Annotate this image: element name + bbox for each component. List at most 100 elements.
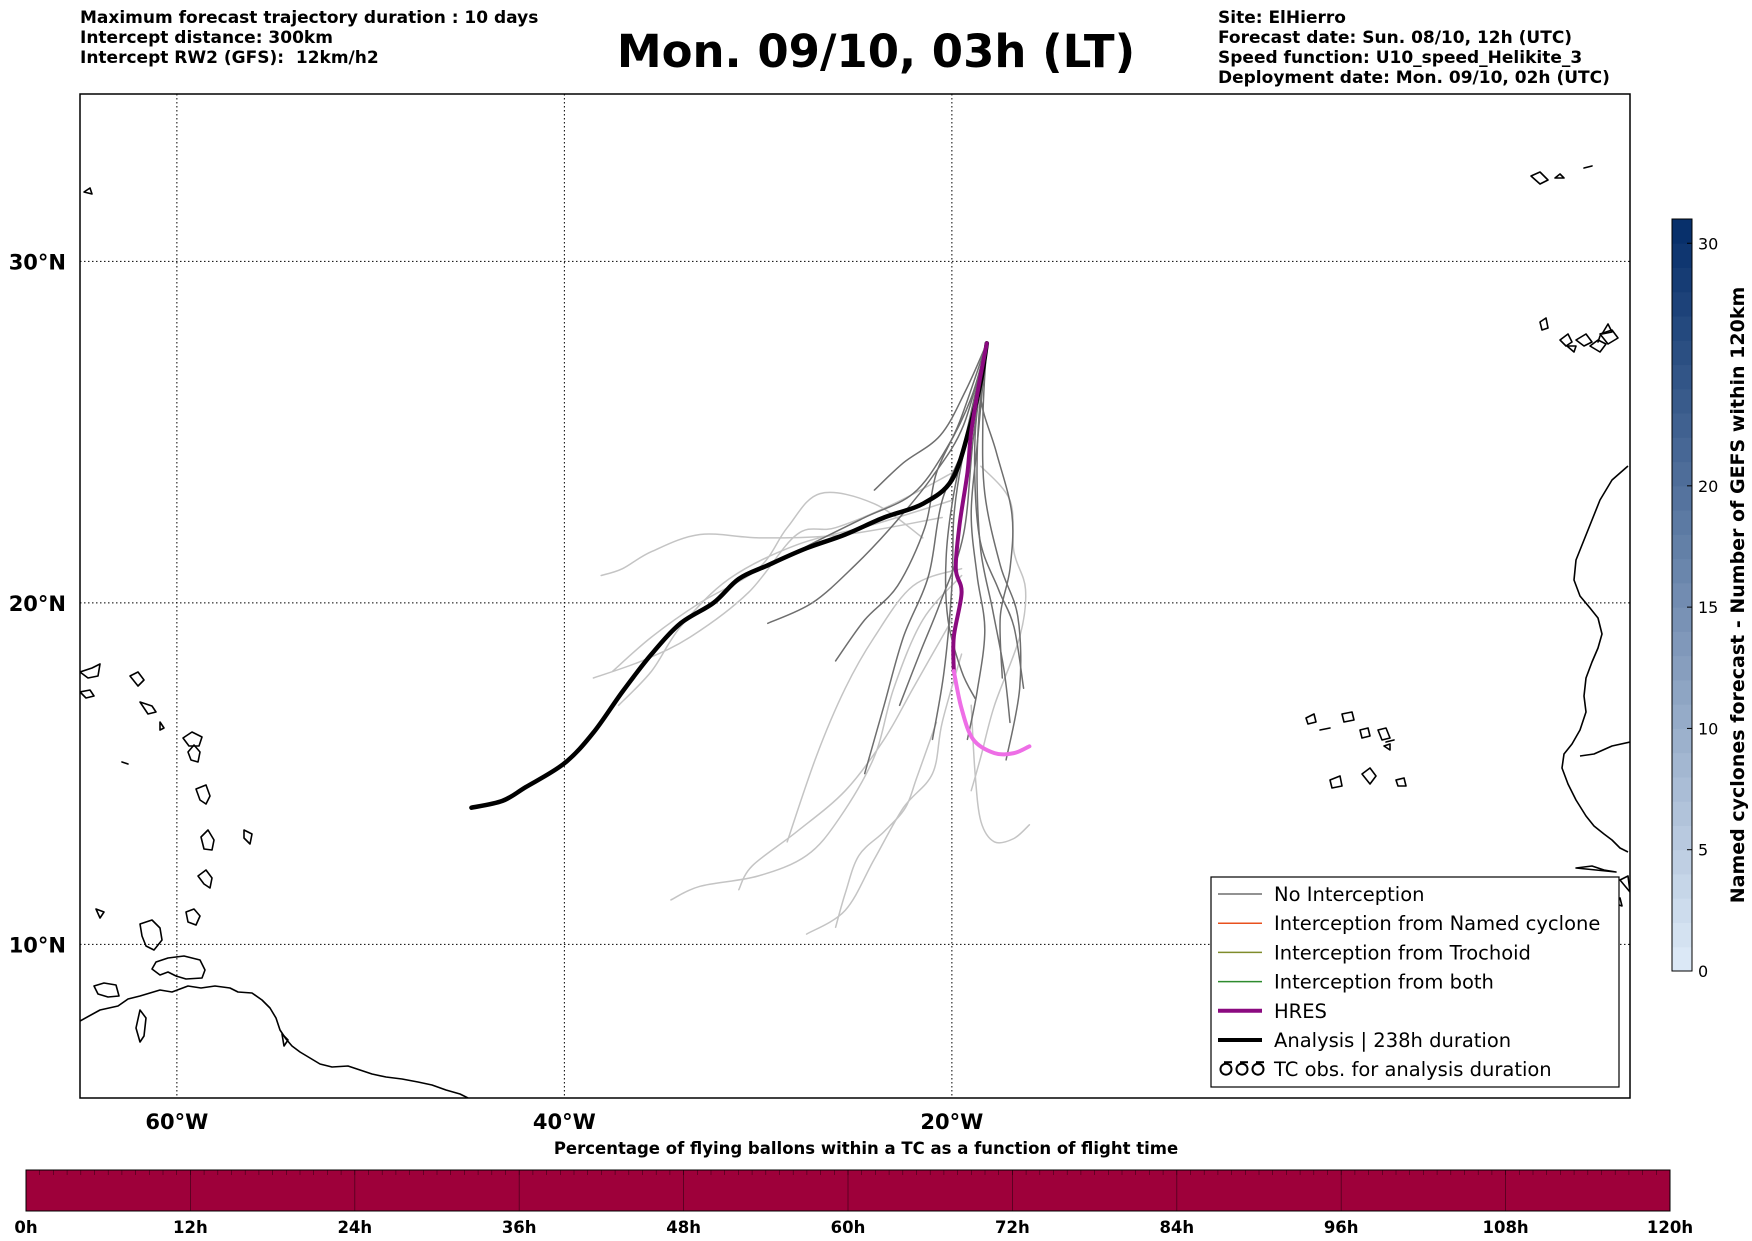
legend-label: Interception from Trochoid xyxy=(1274,941,1531,964)
colorbar-label: Named cyclones forecast - Number of GEFS… xyxy=(1727,287,1749,904)
faint-ensemble-track xyxy=(738,619,953,891)
colorbar-segment xyxy=(1672,607,1692,632)
header-left-info: Maximum forecast trajectory duration : 1… xyxy=(80,8,538,68)
colorbar-segment xyxy=(1672,873,1692,899)
percentage-bar-tick: 60h xyxy=(831,1218,866,1237)
no-interception-track xyxy=(767,342,988,625)
colorbar-segment xyxy=(1672,946,1692,972)
faint-ensemble-track xyxy=(600,516,943,577)
no-interception-track xyxy=(873,342,988,491)
lon-tick-label: 60°W xyxy=(145,1110,208,1134)
no-interception-track xyxy=(979,342,1014,679)
hres-track-late xyxy=(951,669,1032,757)
colorbar-segment xyxy=(1672,243,1692,269)
lon-tick-label: 20°W xyxy=(920,1110,983,1134)
no-interception-track xyxy=(944,342,988,700)
legend-label: HRES xyxy=(1274,1000,1327,1023)
legend-label: Interception from Named cyclone xyxy=(1274,912,1600,935)
percentage-bar-tick: 72h xyxy=(995,1218,1030,1237)
faint-ensemble-track xyxy=(805,653,963,935)
legend-label: Analysis | 238h duration xyxy=(1274,1029,1511,1052)
colorbar-segment xyxy=(1672,849,1692,875)
colorbar-segment xyxy=(1672,461,1692,487)
colorbar-segment xyxy=(1672,558,1692,584)
tc-symbol-icon xyxy=(1219,1061,1265,1076)
percentage-bar-tick: 0h xyxy=(14,1218,37,1237)
colorbar-segment xyxy=(1672,437,1692,463)
colorbar-segment xyxy=(1672,364,1692,390)
colorbar-tick-label: 10 xyxy=(1698,719,1718,738)
map-frame xyxy=(79,93,1631,1099)
colorbar-tick-label: 0 xyxy=(1698,962,1708,981)
cyclone-colorbar: 0 5 10 15 20 30 Named cyclones forecast - Num… xyxy=(1671,218,1749,981)
hres-track xyxy=(951,341,989,674)
percentage-bar-tick: 48h xyxy=(666,1218,701,1237)
no-interception-track xyxy=(863,342,988,775)
faint-ensemble-track xyxy=(670,574,963,901)
colorbar-segment xyxy=(1672,728,1692,754)
trajectory-layer xyxy=(469,341,1032,935)
faint-ensemble-track xyxy=(970,465,1027,792)
colorbar-segment xyxy=(1672,752,1692,778)
colorbar-segment xyxy=(1672,485,1692,511)
no-interception-track xyxy=(776,342,988,563)
legend-label: No Interception xyxy=(1274,883,1425,906)
site-text: Site: ElHierro xyxy=(1218,8,1346,28)
colorbar-tick-label: 15 xyxy=(1698,598,1718,617)
legend-label: TC obs. for analysis duration xyxy=(1273,1058,1552,1081)
colorbar-segment xyxy=(1672,801,1692,826)
colorbar-segment xyxy=(1672,679,1692,705)
analysis-track xyxy=(469,341,990,810)
colorbar-segment xyxy=(1672,655,1692,681)
speed-function-text: Speed function: U10_speed_Helikite_3 xyxy=(1218,48,1583,68)
faint-ensemble-track xyxy=(786,567,963,843)
percentage-bar-tick: 120h xyxy=(1647,1218,1693,1237)
colorbar-tick-label: 20 xyxy=(1698,477,1718,496)
colorbar-segment xyxy=(1672,704,1692,729)
coastlines xyxy=(80,165,1630,1098)
percentage-bar-tick: 84h xyxy=(1159,1218,1194,1237)
intercept-distance-text: Intercept distance: 300km xyxy=(80,28,333,48)
percentage-bar: Percentage of flying ballons within a TC… xyxy=(14,1139,1693,1237)
deployment-date-text: Deployment date: Mon. 09/10, 02h (UTC) xyxy=(1218,68,1610,88)
colorbar-segment xyxy=(1672,510,1692,535)
no-interception-track xyxy=(834,342,988,662)
graticule xyxy=(80,94,1630,1098)
legend-box xyxy=(1210,876,1620,1088)
colorbar-segment xyxy=(1672,219,1692,244)
forecast-date-text: Forecast date: Sun. 08/10, 12h (UTC) xyxy=(1218,28,1573,48)
faint-ensemble-track xyxy=(617,499,953,707)
no-interception-track xyxy=(976,342,1011,724)
faint-ensemble-track xyxy=(592,472,953,679)
lat-tick-label: 30°N xyxy=(9,250,66,274)
percentage-bar-tick: 24h xyxy=(337,1218,372,1237)
colorbar-tick-label: 30 xyxy=(1698,234,1718,253)
colorbar-segment xyxy=(1672,922,1692,948)
colorbar-segment xyxy=(1672,267,1692,293)
axis-ticks: 30°N 20°N 10°N 60°W 40°W 20°W xyxy=(9,250,984,1134)
colorbar-segment xyxy=(1672,631,1692,657)
no-interception-track xyxy=(973,342,1025,689)
no-interception-track xyxy=(981,342,1022,761)
intercept-rw2-text: Intercept RW2 (GFS): 12km/h2 xyxy=(80,48,379,68)
faint-ensemble-track xyxy=(834,721,938,929)
colorbar-segment xyxy=(1672,534,1692,560)
colorbar-segment xyxy=(1672,898,1692,923)
header-right-info: Site: ElHierro Forecast date: Sun. 08/10… xyxy=(1218,8,1610,88)
colorbar-segment xyxy=(1672,776,1692,802)
colorbar-tick-label: 5 xyxy=(1698,841,1708,860)
faint-ensemble-track xyxy=(970,704,1031,844)
percentage-bar-tick: 12h xyxy=(173,1218,208,1237)
trajectory-duration-text: Maximum forecast trajectory duration : 1… xyxy=(80,8,539,28)
lat-tick-label: 20°N xyxy=(9,592,66,616)
colorbar-segment xyxy=(1672,316,1692,341)
faint-ensemble-track xyxy=(612,491,924,672)
percentage-bar-title: Percentage of flying ballons within a TC… xyxy=(554,1139,1178,1158)
percentage-bar-tick: 108h xyxy=(1482,1218,1528,1237)
lat-tick-label: 10°N xyxy=(9,933,66,957)
colorbar-segment xyxy=(1672,291,1692,317)
colorbar-segment xyxy=(1672,340,1692,366)
page-title: Mon. 09/10, 03h (LT) xyxy=(616,25,1136,78)
colorbar-segment xyxy=(1672,388,1692,414)
